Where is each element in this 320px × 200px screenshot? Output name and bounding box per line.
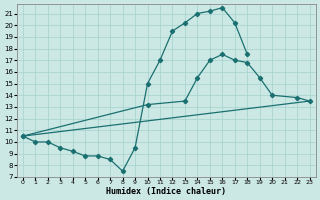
X-axis label: Humidex (Indice chaleur): Humidex (Indice chaleur) bbox=[106, 187, 226, 196]
